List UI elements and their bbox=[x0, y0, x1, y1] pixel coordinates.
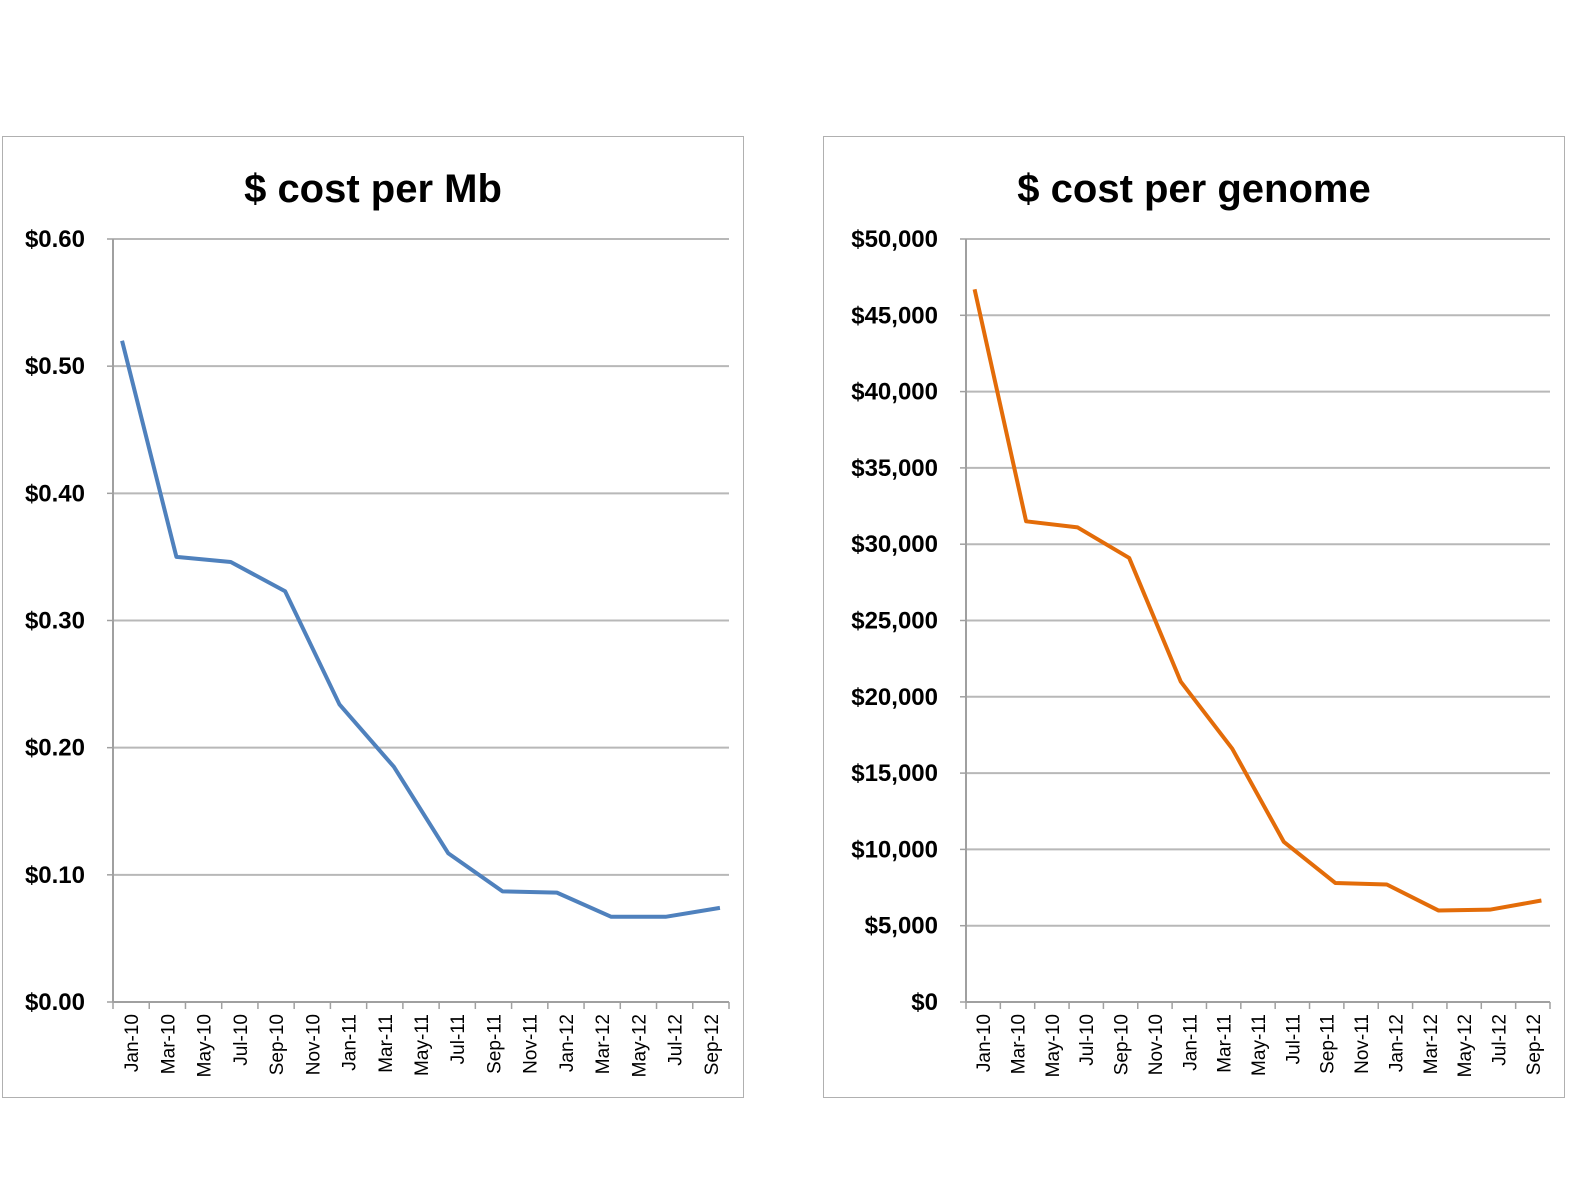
x-tick-label: Mar-11 bbox=[1215, 1014, 1236, 1073]
cost-per-genome-chart: $ cost per genome $0 $5,000 $10,000 $15,000… bbox=[823, 136, 1565, 1098]
y-tick-label: $20,000 bbox=[851, 684, 938, 711]
y-tick-label: $25,000 bbox=[851, 608, 938, 635]
x-tick-label: Jul-10 bbox=[231, 1014, 252, 1066]
x-tick-label: May-10 bbox=[195, 1014, 216, 1077]
x-tick-label: Mar-11 bbox=[376, 1014, 397, 1073]
x-tick-label: Nov-10 bbox=[1146, 1014, 1167, 1075]
y-tick-label: $0.50 bbox=[25, 353, 85, 380]
x-tick-label: Jan-10 bbox=[974, 1014, 995, 1072]
y-tick-label: $0.10 bbox=[25, 862, 85, 889]
x-tick-label: Jul-11 bbox=[1283, 1014, 1304, 1064]
x-tick-label: May-11 bbox=[1249, 1014, 1270, 1076]
y-tick-label: $0.20 bbox=[25, 735, 85, 762]
x-tick-label: Sep-10 bbox=[1112, 1014, 1133, 1075]
x-tick-label: May-10 bbox=[1043, 1014, 1064, 1077]
x-tick-label: Jul-12 bbox=[1489, 1014, 1510, 1066]
x-tick-label: Mar-12 bbox=[593, 1014, 614, 1074]
y-tick-label: $5,000 bbox=[865, 913, 938, 940]
x-tick-label: Sep-12 bbox=[1524, 1014, 1545, 1075]
chart-title: $ cost per Mb bbox=[244, 167, 502, 211]
x-tick-label: Jan-12 bbox=[557, 1014, 578, 1072]
x-tick-label: Nov-11 bbox=[521, 1014, 542, 1074]
x-tick-label: May-12 bbox=[1455, 1014, 1476, 1077]
x-tick-label: Jul-10 bbox=[1077, 1014, 1098, 1066]
x-tick-label: Nov-10 bbox=[303, 1014, 324, 1075]
x-tick-label: May-11 bbox=[412, 1014, 433, 1076]
x-tick-label: Mar-10 bbox=[158, 1014, 179, 1074]
x-tick-label: Sep-11 bbox=[1318, 1014, 1339, 1074]
cost-per-mb-chart: $ cost per Mb $0.00 $0.10 $0.20 $0.30 $0.40 $… bbox=[2, 136, 744, 1098]
y-tick-label: $35,000 bbox=[851, 455, 938, 482]
x-tick-label: Jul-12 bbox=[666, 1014, 687, 1066]
x-tick-label: Mar-10 bbox=[1009, 1014, 1030, 1074]
x-tick-label: Jan-11 bbox=[1180, 1014, 1201, 1071]
y-tick-label: $0 bbox=[911, 989, 938, 1016]
y-tick-label: $45,000 bbox=[851, 302, 938, 329]
y-tick-label: $0.40 bbox=[25, 480, 85, 507]
y-tick-label: $40,000 bbox=[851, 379, 938, 406]
x-tick-label: Mar-12 bbox=[1421, 1014, 1442, 1074]
y-tick-label: $30,000 bbox=[851, 531, 938, 558]
x-tick-label: Jan-10 bbox=[122, 1014, 143, 1072]
x-tick-label: Jul-11 bbox=[448, 1014, 469, 1064]
x-tick-label: May-12 bbox=[629, 1014, 650, 1077]
x-tick-label: Nov-11 bbox=[1352, 1014, 1373, 1074]
y-tick-label: $0.30 bbox=[25, 608, 85, 635]
y-tick-label: $50,000 bbox=[851, 226, 938, 253]
series-line bbox=[120, 340, 721, 919]
y-tick-label: $10,000 bbox=[851, 836, 938, 863]
cost-per-mb-svg: $ cost per Mb $0.00 $0.10 $0.20 $0.30 $0.40 $… bbox=[25, 167, 730, 1077]
y-tick-label: $0.00 bbox=[25, 989, 85, 1016]
x-tick-label: Jan-11 bbox=[340, 1014, 361, 1071]
chart-title: $ cost per genome bbox=[1017, 167, 1370, 211]
x-tick-label: Sep-12 bbox=[702, 1014, 723, 1075]
x-tick-label: Sep-10 bbox=[267, 1014, 288, 1075]
cost-per-genome-svg: $ cost per genome $0 $5,000 $10,000 $15,000… bbox=[851, 167, 1551, 1077]
x-tick-label: Sep-11 bbox=[484, 1014, 505, 1074]
x-tick-label: Jan-12 bbox=[1386, 1014, 1407, 1072]
series-line bbox=[972, 288, 1542, 913]
y-tick-label: $0.60 bbox=[25, 226, 85, 253]
y-tick-label: $15,000 bbox=[851, 760, 938, 787]
